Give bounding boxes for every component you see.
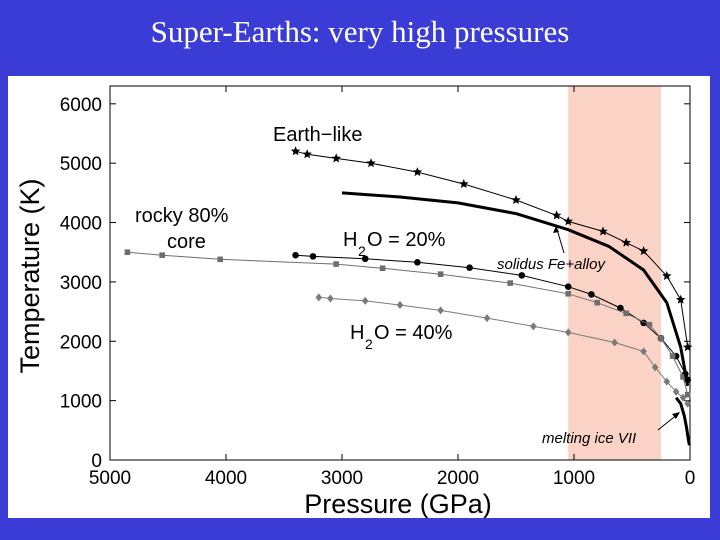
annotation-h2o40-sub: 2 <box>365 336 373 352</box>
series-point <box>640 347 647 356</box>
y-axis-label: Temperature (K) <box>15 178 45 373</box>
series-point <box>621 237 631 247</box>
series-point <box>290 146 301 156</box>
annotation-h2o20-h: H <box>343 229 357 251</box>
arrowhead-solidus-icon <box>553 226 559 233</box>
series-point <box>684 391 691 398</box>
series-point <box>594 299 600 306</box>
series-point <box>327 294 334 303</box>
series-point <box>437 306 444 315</box>
series-point <box>598 226 608 236</box>
series-point <box>466 264 473 271</box>
x-tick-label: 2000 <box>437 468 479 489</box>
series-point <box>563 216 573 226</box>
series-point <box>331 153 341 163</box>
annotation-solidus: solidus Fe+alloy <box>497 256 606 273</box>
series-point <box>682 342 693 352</box>
series-point <box>361 255 369 263</box>
series-point <box>672 387 680 396</box>
chart: 5000 4000 3000 2000 1000 0 0 1000 2000 3000 4000 50… <box>8 76 710 518</box>
series-point <box>680 374 686 380</box>
series-point <box>551 210 562 220</box>
annotation-rocky-line2: core <box>167 231 206 253</box>
series-point <box>676 294 686 304</box>
series-point <box>611 338 618 347</box>
series-point <box>292 251 299 259</box>
slide-title: Super-Earths: very high pressures <box>150 14 570 49</box>
series-point <box>315 293 323 302</box>
series-rocky-80-core <box>124 249 691 398</box>
annotation-melting: melting ice VII <box>542 430 636 447</box>
series-point <box>646 321 653 328</box>
series-point <box>217 256 223 263</box>
series-point <box>412 167 423 177</box>
series-point <box>530 322 537 331</box>
series-point <box>658 335 664 342</box>
y-tick-label: 5000 <box>60 154 102 175</box>
series-point <box>366 158 376 168</box>
y-tick-label: 6000 <box>60 95 102 116</box>
series-point <box>437 271 444 277</box>
series-point <box>651 363 659 372</box>
series-h2o-20 <box>292 251 691 384</box>
x-tick-label: 5000 <box>89 468 131 489</box>
series-solidus-fe-alloy <box>341 191 690 387</box>
x-tick-label: 0 <box>685 468 696 489</box>
series-point <box>483 314 491 323</box>
series-line <box>295 254 689 381</box>
series-melting-ice-vii <box>674 396 691 446</box>
series-point <box>333 261 339 267</box>
y-tick-label: 3000 <box>60 273 102 294</box>
annotation-h2o20-sub: 2 <box>358 243 366 259</box>
annotation-h2o40-h: H <box>350 322 364 344</box>
series-line <box>674 396 691 446</box>
series-point <box>564 328 572 337</box>
annotation-earth-like: Earth−like <box>273 124 363 146</box>
series-point <box>679 393 687 402</box>
plot-frame <box>109 85 691 461</box>
y-tick-label: 2000 <box>60 332 102 353</box>
series-line <box>341 191 690 387</box>
series-point <box>669 353 676 359</box>
series-point <box>662 271 672 280</box>
series-point <box>663 377 671 386</box>
series-point <box>511 195 521 204</box>
x-axis-label: Pressure (GPa) <box>304 489 492 518</box>
series-point <box>684 399 691 408</box>
series-point <box>379 265 386 272</box>
series-point <box>617 304 624 312</box>
series-point <box>124 249 131 256</box>
series-point <box>396 301 404 310</box>
series-point <box>414 259 421 266</box>
series-point <box>565 290 571 297</box>
series-point <box>361 296 369 305</box>
series-point <box>309 253 317 260</box>
series-point <box>638 246 649 256</box>
series-point <box>564 283 572 290</box>
series-point <box>518 272 526 279</box>
y-tick-label: 0 <box>91 451 102 472</box>
series-point <box>507 280 513 286</box>
annotation-h2o20-rest: O = 20% <box>367 229 446 251</box>
series-point <box>623 310 629 317</box>
series-point <box>588 291 595 298</box>
series-earth-like <box>290 146 693 352</box>
annotation-rocky-line1: rocky 80% <box>135 205 229 227</box>
series-h2o-40 <box>315 293 691 408</box>
annotation-h2o40-rest: O = 40% <box>374 322 453 344</box>
x-tick-label: 4000 <box>205 468 247 489</box>
series-point <box>459 179 469 188</box>
arrowhead-melting-icon <box>672 412 680 419</box>
x-tick-label: 1000 <box>553 468 595 489</box>
y-tick-label: 1000 <box>60 392 102 413</box>
x-tick-label: 3000 <box>321 468 363 489</box>
y-tick-label: 4000 <box>60 214 102 235</box>
series-point <box>302 149 312 159</box>
series-point <box>159 252 165 258</box>
